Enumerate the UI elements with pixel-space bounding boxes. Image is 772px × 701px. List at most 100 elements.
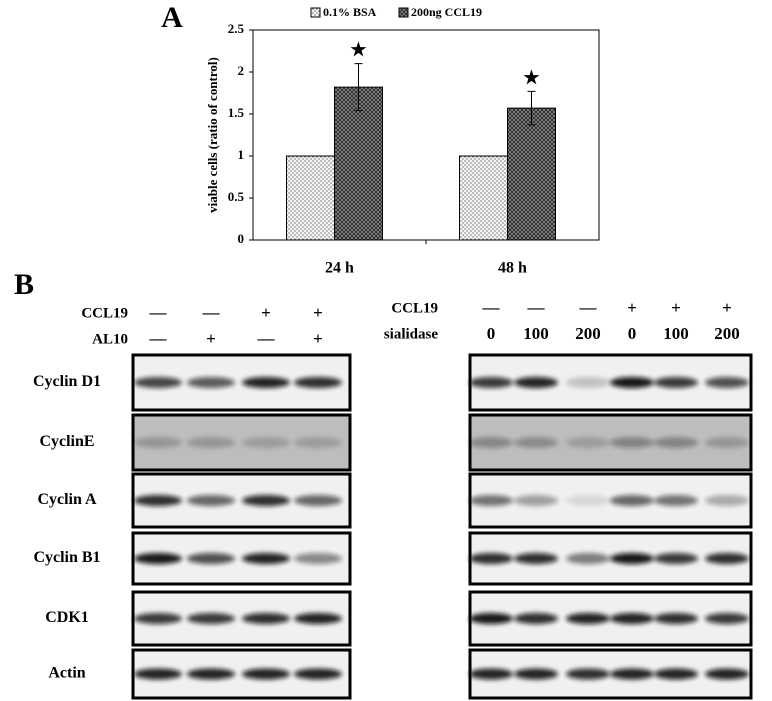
x-tick-label: 24 h — [325, 260, 354, 277]
blot-band — [469, 495, 513, 506]
blot-band — [514, 613, 558, 624]
condition-mark: 200 — [714, 324, 740, 343]
blot-row-label: CyclinE — [39, 433, 94, 450]
blot-band — [610, 495, 654, 506]
blot-band — [134, 437, 182, 448]
blot-band — [469, 613, 513, 624]
blot-band — [187, 553, 235, 564]
blot-band — [294, 668, 342, 680]
blot-band — [610, 377, 654, 388]
blot-band — [469, 553, 513, 564]
blot-row-label: Actin — [48, 665, 85, 682]
blot-band — [242, 495, 290, 506]
condition-mark: 0 — [628, 324, 637, 343]
blot-band — [705, 553, 749, 564]
y-tick-label: 1.5 — [228, 105, 245, 120]
blot-band — [514, 553, 558, 564]
condition-mark: + — [671, 298, 681, 317]
panel-label: B — [14, 268, 34, 301]
legend-swatch — [398, 7, 409, 18]
blot-band — [610, 553, 654, 564]
condition-mark: 200 — [575, 324, 601, 343]
blot-row-label: CDK1 — [45, 609, 89, 626]
condition-mark: + — [722, 298, 732, 317]
blot-band — [566, 668, 610, 680]
blot-band — [187, 437, 235, 448]
y-tick-label: 1 — [238, 147, 245, 162]
blot-band — [610, 668, 654, 680]
blot-row-label: Cyclin B1 — [33, 549, 100, 566]
bar — [334, 86, 383, 241]
blot-band — [294, 613, 342, 624]
significance-star: ★ — [523, 67, 540, 87]
condition-mark: — — [579, 298, 598, 317]
blot-band — [242, 377, 290, 388]
blot-band — [654, 377, 698, 388]
legend-label: 0.1% BSA — [323, 5, 377, 19]
error-bar — [354, 63, 363, 112]
blot-band — [705, 377, 749, 388]
significance-star: ★ — [350, 40, 367, 60]
y-tick-label: 2 — [238, 63, 245, 78]
blot-band — [705, 668, 749, 680]
condition-mark: — — [257, 329, 276, 348]
blot-band — [187, 495, 235, 506]
blot-row-label: Cyclin D1 — [33, 373, 101, 390]
condition-mark: + — [627, 298, 637, 317]
blot-band — [134, 668, 182, 680]
condition-mark: — — [527, 298, 546, 317]
panel-label: A — [161, 1, 183, 34]
blot-band — [705, 495, 749, 506]
blot-band — [610, 437, 654, 448]
condition-mark: 100 — [663, 324, 689, 343]
condition-mark: — — [202, 303, 221, 322]
blot-band — [134, 613, 182, 624]
condition-label: CCL19 — [81, 305, 128, 321]
blot-band — [469, 668, 513, 680]
y-tick-label: 0.5 — [228, 189, 245, 204]
condition-mark: — — [149, 303, 168, 322]
error-bar — [527, 90, 536, 126]
blot-band — [654, 613, 698, 624]
y-tick-label: 2.5 — [228, 21, 245, 36]
blot-band — [242, 668, 290, 680]
blot-band — [294, 495, 342, 506]
blot-band — [654, 668, 698, 680]
legend-swatch — [310, 7, 321, 18]
blot-band — [654, 553, 698, 564]
condition-mark: — — [149, 329, 168, 348]
blot-band — [294, 377, 342, 388]
condition-mark: + — [261, 303, 271, 322]
condition-mark: 0 — [487, 324, 496, 343]
condition-label: AL10 — [92, 331, 128, 347]
y-axis-label: viable cells (ratio of control) — [205, 57, 220, 213]
blot-row-label: Cyclin A — [37, 491, 97, 508]
blot-band — [514, 668, 558, 680]
blot-band — [514, 377, 558, 388]
blot-band — [294, 553, 342, 564]
condition-mark: 100 — [523, 324, 549, 343]
blot-band — [654, 495, 698, 506]
x-tick-label: 48 h — [498, 260, 527, 277]
blot-band — [469, 437, 513, 448]
blot-band — [566, 437, 610, 448]
condition-label: sialidase — [384, 326, 439, 342]
blot-band — [514, 495, 558, 506]
legend-label: 200ng CCL19 — [411, 5, 482, 19]
blot-band — [187, 613, 235, 624]
blot-band — [242, 437, 290, 448]
condition-mark: + — [313, 329, 323, 348]
blot-band — [469, 377, 513, 388]
blot-band — [242, 613, 290, 624]
blot-band — [242, 553, 290, 564]
blot-band — [566, 495, 610, 506]
bar — [507, 107, 556, 241]
blot-band — [566, 377, 610, 388]
blot-band — [566, 613, 610, 624]
condition-label: CCL19 — [391, 300, 438, 316]
blot-band — [187, 377, 235, 388]
blot-band — [705, 613, 749, 624]
blot-band — [514, 437, 558, 448]
bar — [286, 155, 335, 241]
